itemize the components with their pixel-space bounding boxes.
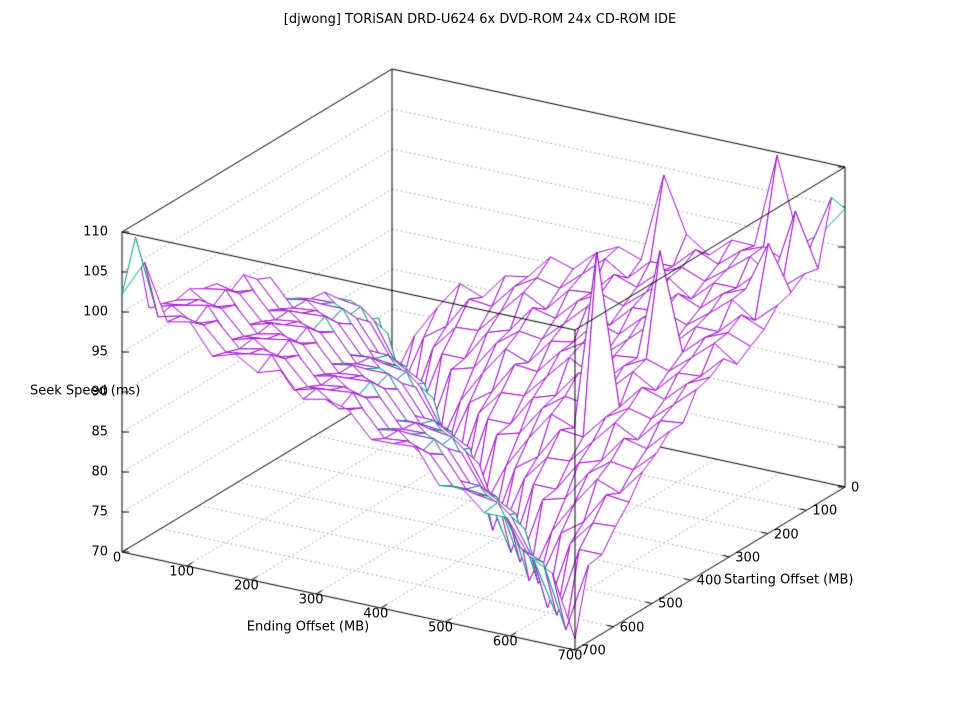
y-tick-label: 100 [812,503,838,519]
x-axis-label: Ending Offset (MB) [246,619,370,635]
z-tick-label: 90 [91,384,108,400]
chart-title: [djwong] TORiSAN DRD-U624 6x DVD-ROM 24x… [283,12,677,27]
z-tick-label: 110 [83,224,108,240]
z-tick-label: 80 [91,464,108,480]
z-tick-label: 85 [91,424,108,440]
y-tick-label: 500 [658,596,683,612]
x-tick-label: 100 [169,564,195,580]
y-tick-label: 300 [735,550,761,566]
y-tick-label: 400 [696,573,722,589]
z-tick-label: 100 [83,304,108,320]
x-tick-label: 300 [298,592,324,608]
z-tick-label: 95 [91,344,108,360]
y-tick-label: 200 [773,527,799,543]
z-axis-label: Seek Speed (ms) [30,383,141,399]
x-tick-label: 400 [363,606,389,622]
z-tick-label: 75 [91,504,108,520]
x-tick-label: 700 [557,648,583,664]
y-axis-label: Starting Offset (MB) [724,572,854,588]
x-tick-label: 500 [428,620,453,636]
y-tick-label: 700 [581,643,606,659]
z-tick-label: 70 [91,544,108,560]
x-tick-label: 200 [234,578,259,594]
y-tick-label: 0 [851,480,860,496]
z-tick-label: 105 [83,264,108,280]
y-tick-label: 600 [619,620,645,636]
x-tick-label: 600 [492,634,518,650]
x-tick-label: 0 [112,550,122,566]
